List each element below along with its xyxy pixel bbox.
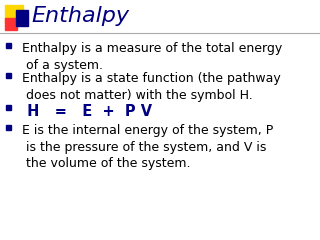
- Text: E is the internal energy of the system, P
 is the pressure of the system, and V : E is the internal energy of the system, …: [22, 124, 273, 170]
- Text: H   =   E  +  P V: H = E + P V: [22, 104, 152, 119]
- Bar: [16, 10, 28, 26]
- Bar: [6, 43, 11, 48]
- Bar: [6, 73, 11, 78]
- Text: Enthalpy: Enthalpy: [31, 6, 129, 26]
- Bar: [6, 105, 11, 110]
- Text: Enthalpy is a state function (the pathway
 does not matter) with the symbol H.: Enthalpy is a state function (the pathwa…: [22, 72, 281, 102]
- Bar: [5, 5, 23, 23]
- Bar: [5, 18, 17, 30]
- Text: Enthalpy is a measure of the total energy
 of a system.: Enthalpy is a measure of the total energ…: [22, 42, 282, 72]
- Bar: [6, 125, 11, 130]
